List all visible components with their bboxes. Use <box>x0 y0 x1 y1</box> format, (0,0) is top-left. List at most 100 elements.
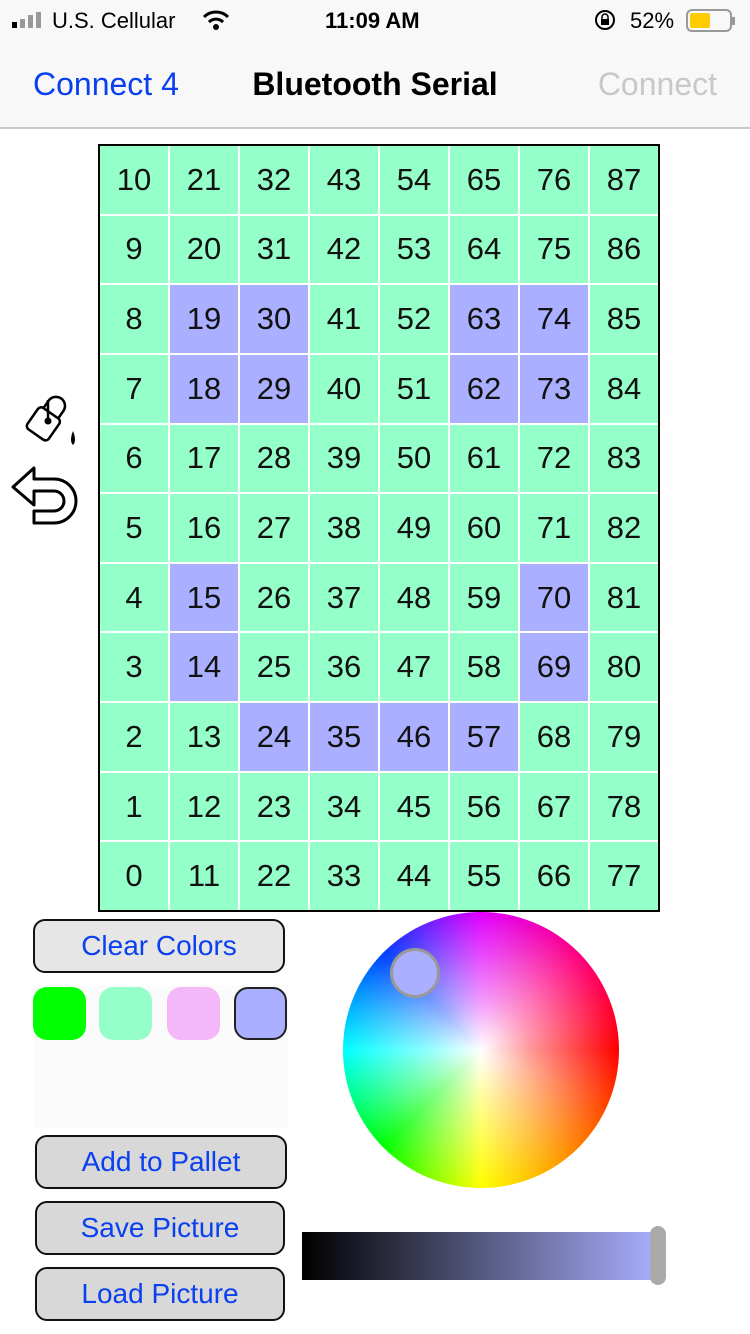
grid-cell[interactable]: 56 <box>450 772 518 841</box>
grid-cell[interactable]: 78 <box>590 772 658 841</box>
grid-cell[interactable]: 12 <box>170 772 238 841</box>
grid-cell[interactable]: 61 <box>450 424 518 493</box>
grid-cell[interactable]: 11 <box>170 842 238 910</box>
grid-cell[interactable]: 85 <box>590 285 658 353</box>
grid-cell[interactable]: 74 <box>520 285 588 353</box>
palette-swatch[interactable] <box>167 987 220 1040</box>
grid-cell[interactable]: 28 <box>240 424 308 493</box>
palette-swatch-selected[interactable] <box>234 987 287 1040</box>
grid-cell[interactable]: 0 <box>100 842 168 910</box>
connect-button[interactable]: Connect <box>597 66 717 102</box>
grid-cell[interactable]: 44 <box>380 842 448 910</box>
grid-cell[interactable]: 16 <box>170 494 238 562</box>
grid-cell[interactable]: 86 <box>590 215 658 284</box>
grid-cell[interactable]: 23 <box>240 772 308 841</box>
grid-cell[interactable]: 40 <box>310 354 378 423</box>
grid-cell[interactable]: 82 <box>590 494 658 562</box>
grid-cell[interactable]: 80 <box>590 633 658 702</box>
grid-cell[interactable]: 52 <box>380 285 448 353</box>
grid-cell[interactable]: 69 <box>520 633 588 702</box>
grid-cell[interactable]: 71 <box>520 494 588 562</box>
grid-cell[interactable]: 14 <box>170 633 238 702</box>
grid-cell[interactable]: 36 <box>310 633 378 702</box>
grid-cell[interactable]: 22 <box>240 842 308 910</box>
grid-cell[interactable]: 30 <box>240 285 308 353</box>
grid-cell[interactable]: 73 <box>520 354 588 423</box>
grid-cell[interactable]: 87 <box>590 146 658 214</box>
load-picture-button[interactable]: Load Picture <box>35 1267 285 1321</box>
grid-cell[interactable]: 9 <box>100 215 168 284</box>
grid-cell[interactable]: 60 <box>450 494 518 562</box>
grid-cell[interactable]: 33 <box>310 842 378 910</box>
grid-cell[interactable]: 34 <box>310 772 378 841</box>
grid-cell[interactable]: 2 <box>100 703 168 771</box>
grid-cell[interactable]: 20 <box>170 215 238 284</box>
grid-cell[interactable]: 81 <box>590 563 658 632</box>
grid-cell[interactable]: 68 <box>520 703 588 771</box>
color-wheel-selector[interactable] <box>390 948 440 998</box>
palette-swatch[interactable] <box>99 987 152 1040</box>
grid-cell[interactable]: 66 <box>520 842 588 910</box>
brightness-slider-handle[interactable] <box>650 1226 666 1285</box>
grid-cell[interactable]: 63 <box>450 285 518 353</box>
grid-cell[interactable]: 17 <box>170 424 238 493</box>
grid-cell[interactable]: 48 <box>380 563 448 632</box>
grid-cell[interactable]: 83 <box>590 424 658 493</box>
grid-cell[interactable]: 77 <box>590 842 658 910</box>
grid-cell[interactable]: 67 <box>520 772 588 841</box>
grid-cell[interactable]: 46 <box>380 703 448 771</box>
grid-cell[interactable]: 75 <box>520 215 588 284</box>
palette-swatch[interactable] <box>33 987 86 1040</box>
grid-cell[interactable]: 35 <box>310 703 378 771</box>
grid-cell[interactable]: 70 <box>520 563 588 632</box>
grid-cell[interactable]: 37 <box>310 563 378 632</box>
grid-cell[interactable]: 55 <box>450 842 518 910</box>
grid-cell[interactable]: 65 <box>450 146 518 214</box>
grid-cell[interactable]: 47 <box>380 633 448 702</box>
back-button[interactable]: Connect 4 <box>33 66 179 102</box>
grid-cell[interactable]: 58 <box>450 633 518 702</box>
grid-cell[interactable]: 72 <box>520 424 588 493</box>
grid-cell[interactable]: 64 <box>450 215 518 284</box>
grid-cell[interactable]: 3 <box>100 633 168 702</box>
grid-cell[interactable]: 4 <box>100 563 168 632</box>
grid-cell[interactable]: 59 <box>450 563 518 632</box>
save-picture-button[interactable]: Save Picture <box>35 1201 285 1255</box>
grid-cell[interactable]: 53 <box>380 215 448 284</box>
grid-cell[interactable]: 54 <box>380 146 448 214</box>
grid-cell[interactable]: 62 <box>450 354 518 423</box>
grid-cell[interactable]: 41 <box>310 285 378 353</box>
grid-cell[interactable]: 8 <box>100 285 168 353</box>
grid-cell[interactable]: 13 <box>170 703 238 771</box>
color-wheel[interactable] <box>343 912 619 1188</box>
grid-cell[interactable]: 31 <box>240 215 308 284</box>
grid-cell[interactable]: 5 <box>100 494 168 562</box>
grid-cell[interactable]: 26 <box>240 563 308 632</box>
grid-cell[interactable]: 39 <box>310 424 378 493</box>
grid-cell[interactable]: 10 <box>100 146 168 214</box>
grid-cell[interactable]: 76 <box>520 146 588 214</box>
grid-cell[interactable]: 27 <box>240 494 308 562</box>
grid-cell[interactable]: 32 <box>240 146 308 214</box>
add-to-pallet-button[interactable]: Add to Pallet <box>35 1135 287 1189</box>
grid-cell[interactable]: 24 <box>240 703 308 771</box>
grid-cell[interactable]: 15 <box>170 563 238 632</box>
grid-cell[interactable]: 84 <box>590 354 658 423</box>
grid-cell[interactable]: 45 <box>380 772 448 841</box>
grid-cell[interactable]: 25 <box>240 633 308 702</box>
paint-bucket-icon[interactable] <box>20 395 80 450</box>
grid-cell[interactable]: 1 <box>100 772 168 841</box>
clear-colors-button[interactable]: Clear Colors <box>33 919 285 973</box>
grid-cell[interactable]: 43 <box>310 146 378 214</box>
grid-cell[interactable]: 18 <box>170 354 238 423</box>
grid-cell[interactable]: 42 <box>310 215 378 284</box>
grid-cell[interactable]: 19 <box>170 285 238 353</box>
grid-cell[interactable]: 79 <box>590 703 658 771</box>
grid-cell[interactable]: 29 <box>240 354 308 423</box>
grid-cell[interactable]: 21 <box>170 146 238 214</box>
undo-icon[interactable] <box>10 465 84 535</box>
grid-cell[interactable]: 50 <box>380 424 448 493</box>
grid-cell[interactable]: 7 <box>100 354 168 423</box>
grid-cell[interactable]: 6 <box>100 424 168 493</box>
brightness-slider[interactable] <box>302 1232 660 1280</box>
